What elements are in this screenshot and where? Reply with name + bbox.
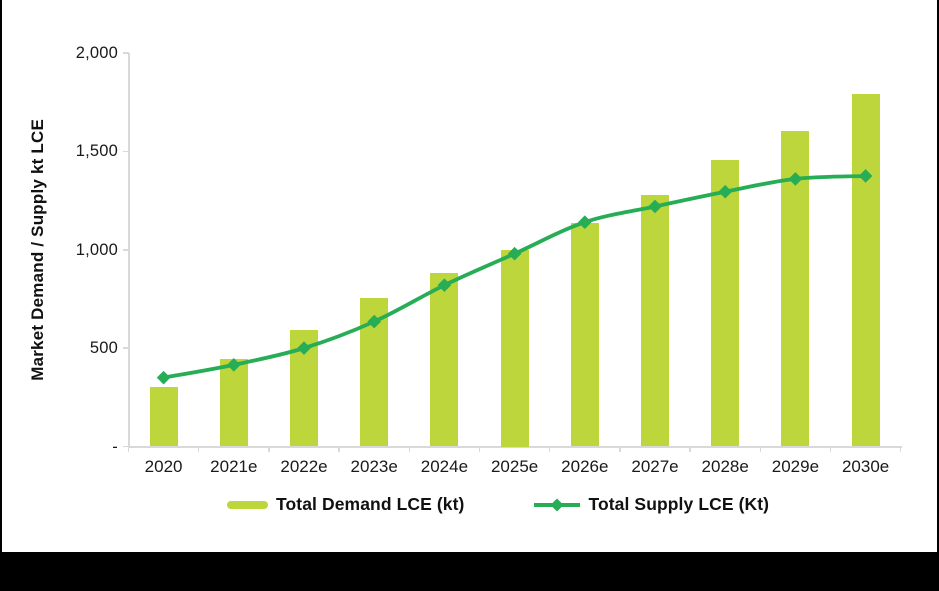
y-axis-tick bbox=[122, 249, 129, 251]
y-axis-title-box: Market Demand / Supply kt LCE bbox=[20, 53, 56, 447]
x-axis-tick bbox=[759, 447, 762, 452]
supply-diamond-marker bbox=[156, 370, 171, 385]
x-axis-tick bbox=[408, 447, 411, 452]
x-tick-label: 2023e bbox=[350, 457, 398, 476]
x-tick-label: 2029e bbox=[771, 457, 820, 476]
x-axis-line bbox=[128, 446, 902, 448]
y-tick-label: 1,500 bbox=[75, 142, 118, 161]
x-tick-label: 2021e bbox=[210, 457, 258, 476]
x-tick-label: 2027e bbox=[631, 457, 679, 476]
legend-item-demand: Total Demand LCE (kt) bbox=[227, 494, 464, 515]
demand-bar bbox=[149, 387, 178, 447]
legend-label-supply: Total Supply LCE (Kt) bbox=[588, 494, 770, 514]
legend-label-demand: Total Demand LCE (kt) bbox=[276, 494, 465, 514]
x-axis-tick bbox=[338, 447, 340, 452]
x-tick-label: 2020 bbox=[144, 457, 183, 476]
demand-bar bbox=[500, 249, 529, 447]
demand-bar bbox=[851, 94, 880, 447]
x-tick-label: 2026e bbox=[561, 457, 609, 476]
x-axis-tick bbox=[127, 447, 130, 452]
x-tick-label: 2024e bbox=[420, 457, 469, 476]
y-axis-line bbox=[128, 53, 130, 447]
y-tick-label: 1,000 bbox=[75, 240, 118, 259]
x-axis-tick bbox=[899, 447, 902, 452]
y-tick-label: 2,000 bbox=[75, 44, 118, 62]
demand-bar bbox=[360, 297, 389, 447]
y-axis-tick bbox=[122, 150, 129, 153]
x-axis-tick bbox=[619, 447, 621, 452]
y-tick-label: 500 bbox=[89, 339, 118, 358]
x-tick-label: 2025e bbox=[490, 457, 539, 476]
legend-item-supply: Total Supply LCE (Kt) bbox=[534, 494, 769, 515]
frame-left-edge bbox=[0, 0, 2, 591]
x-tick-label: 2030e bbox=[841, 457, 890, 476]
demand-bar bbox=[290, 330, 318, 447]
demand-bar bbox=[711, 160, 740, 447]
y-axis-tick bbox=[122, 52, 129, 54]
y-axis-title: Market Demand / Supply kt LCE bbox=[28, 119, 47, 381]
x-tick-label: 2022e bbox=[280, 457, 328, 476]
frame-right-edge bbox=[937, 0, 939, 591]
x-axis-tick bbox=[829, 447, 832, 452]
y-tick-label: - bbox=[112, 437, 118, 456]
x-tick-label: 2028e bbox=[701, 457, 749, 476]
demand-bar bbox=[570, 223, 599, 447]
y-axis-tick bbox=[122, 347, 129, 349]
demand-bar bbox=[430, 273, 459, 447]
frame-bottom-band bbox=[0, 552, 939, 591]
x-axis-tick bbox=[268, 447, 270, 452]
x-axis-tick bbox=[689, 447, 691, 452]
x-axis-tick bbox=[478, 447, 481, 452]
demand-bar bbox=[641, 194, 669, 447]
x-axis-tick bbox=[548, 447, 551, 452]
demand-swatch-icon bbox=[227, 500, 268, 509]
legend: Total Demand LCE (kt) Total Supply LCE (… bbox=[227, 494, 769, 515]
demand-bar bbox=[219, 358, 248, 447]
y-axis-tick bbox=[122, 445, 129, 448]
demand-bar bbox=[781, 130, 810, 447]
x-axis-tick bbox=[197, 447, 200, 452]
supply-line-marker-icon bbox=[534, 498, 581, 511]
